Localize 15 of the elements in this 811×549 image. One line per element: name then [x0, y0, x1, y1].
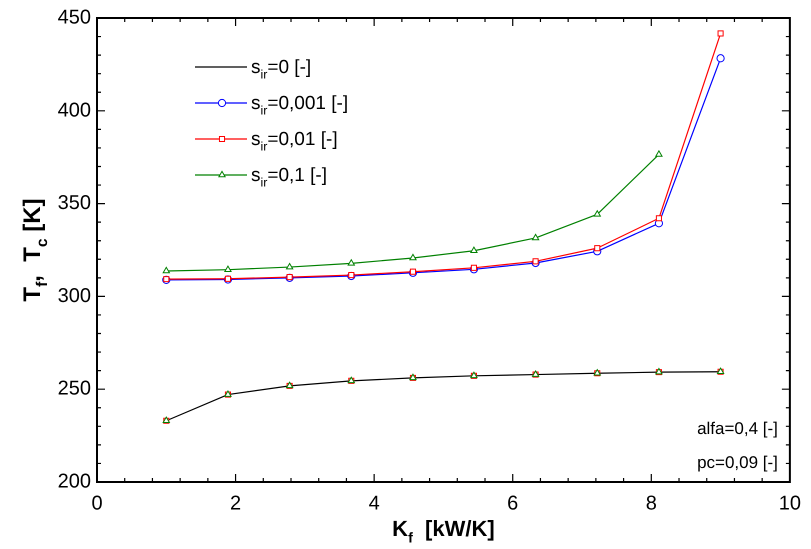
y-axis-title: Tf, Tc [K] [19, 198, 52, 302]
y-tick-label: 400 [58, 99, 91, 122]
x-tick-label: 4 [368, 492, 380, 515]
annotation: alfa=0,4 [-] [697, 419, 778, 438]
y-tick-label: 300 [58, 284, 91, 307]
y-tick-label: 250 [58, 378, 91, 400]
x-tick-label: 6 [507, 492, 518, 515]
x-tick-label: 10 [778, 492, 801, 515]
y-tick-label: 450 [58, 6, 91, 29]
x-tick-label: 0 [91, 492, 103, 515]
y-tick-label: 350 [58, 192, 91, 214]
x-tick-label: 8 [646, 492, 657, 515]
x-tick-label: 2 [230, 492, 242, 515]
y-tick-label: 200 [58, 470, 91, 493]
annotation: pc=0,09 [-] [697, 453, 778, 472]
